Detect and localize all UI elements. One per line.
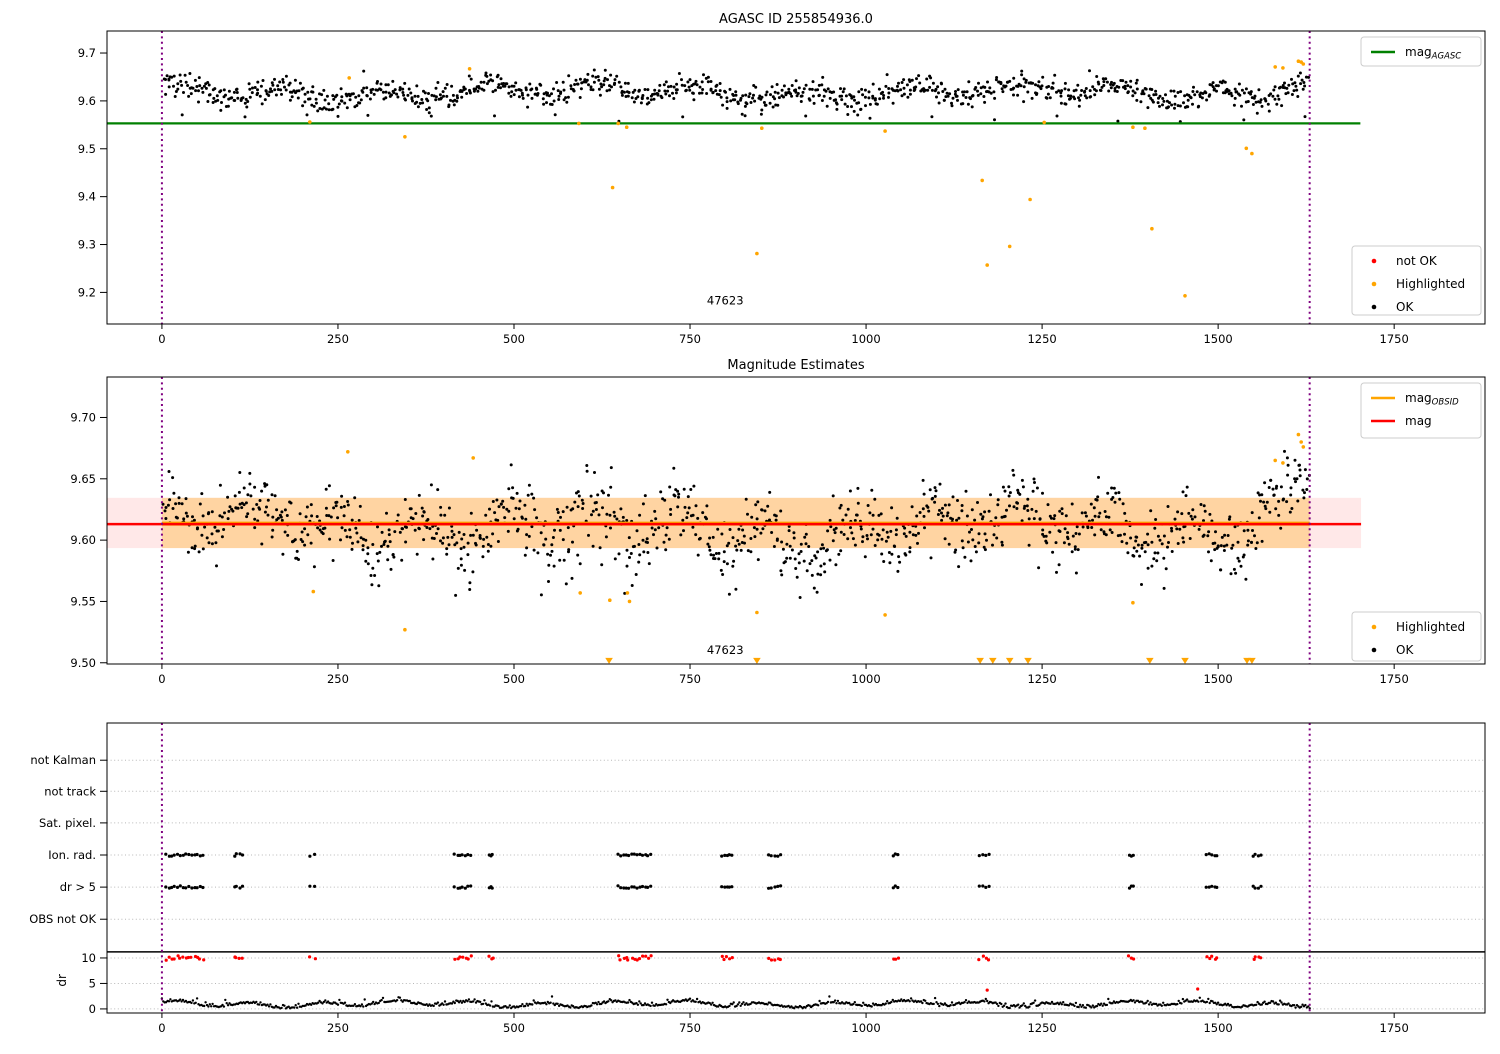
svg-text:9.3: 9.3	[78, 238, 96, 252]
svg-text:1500: 1500	[1203, 1021, 1232, 1035]
svg-text:1000: 1000	[851, 672, 880, 686]
svg-text:not Kalman: not Kalman	[30, 753, 96, 767]
svg-text:0: 0	[158, 1021, 165, 1035]
legend-magest-point-types: Highlighted OK	[1351, 611, 1482, 662]
flags-obsid-boundary-lines	[160, 723, 1311, 1013]
svg-text:250: 250	[327, 672, 349, 686]
legend-item-label: not OK	[1396, 254, 1438, 268]
obsid-annotation-agasc: 47623	[707, 293, 744, 307]
svg-text:9.60: 9.60	[70, 533, 96, 547]
svg-text:1500: 1500	[1203, 672, 1232, 686]
legend-sample-dot	[1371, 647, 1377, 653]
legend-item-label: Highlighted	[1396, 277, 1465, 291]
svg-text:750: 750	[679, 332, 701, 346]
svg-text:5: 5	[89, 976, 96, 990]
svg-text:500: 500	[503, 672, 525, 686]
svg-text:9.4: 9.4	[78, 190, 96, 204]
magest-obsid-boundary-lines	[160, 377, 1311, 664]
svg-text:500: 500	[503, 1021, 525, 1035]
svg-text:Ion. rad.: Ion. rad.	[48, 848, 96, 862]
magest-clipped-triangles	[605, 657, 1256, 664]
obsid-annotation-magest: 47623	[707, 643, 744, 657]
legend-item-label: Highlighted	[1396, 620, 1465, 634]
svg-text:dr > 5: dr > 5	[60, 880, 96, 894]
plot-title-magest: Magnitude Estimates	[727, 358, 864, 373]
legend-item-label: OK	[1396, 300, 1414, 314]
svg-text:1250: 1250	[1027, 672, 1056, 686]
svg-text:9.70: 9.70	[70, 410, 96, 424]
legend-sample-dot	[1371, 304, 1377, 310]
svg-text:500: 500	[503, 332, 525, 346]
dr-ticks: 10 5 0	[81, 951, 107, 1016]
flags-frame	[106, 722, 1486, 1014]
svg-text:not track: not track	[44, 784, 96, 798]
svg-text:9.7: 9.7	[78, 46, 96, 60]
svg-text:1750: 1750	[1380, 1021, 1409, 1035]
legend-sample-dot	[1371, 281, 1377, 287]
legend-sample-dot	[1371, 258, 1377, 264]
flags-gridlines	[107, 759, 1485, 1010]
svg-text:9.50: 9.50	[70, 656, 96, 670]
legend-item-label: OK	[1396, 643, 1414, 657]
svg-text:OBS not OK: OBS not OK	[29, 912, 96, 926]
svg-text:1750: 1750	[1380, 332, 1409, 346]
svg-text:1000: 1000	[851, 332, 880, 346]
magest-ok-points	[161, 449, 1311, 599]
svg-text:0: 0	[89, 1002, 96, 1016]
svg-text:9.2: 9.2	[78, 285, 96, 299]
dr-trace	[160, 995, 1311, 1010]
legend-sample-dot	[1371, 624, 1377, 630]
svg-text:750: 750	[679, 1021, 701, 1035]
svg-text:1750: 1750	[1380, 672, 1409, 686]
legend-mag-agasc: magAGASC	[1360, 36, 1482, 67]
svg-text:250: 250	[327, 332, 349, 346]
flags-x-ticks: 0 250 500 750 1000 1250 1500 1750	[158, 1013, 1409, 1035]
svg-text:10: 10	[81, 951, 96, 965]
svg-text:Sat. pixel.: Sat. pixel.	[39, 816, 96, 830]
magest-highlighted-points	[311, 432, 1306, 632]
agasc-highlighted-points	[308, 59, 1306, 298]
plot-title-agasc: AGASC ID 255854936.0	[719, 12, 873, 27]
flag-points	[164, 852, 1263, 890]
magest-y-ticks: 9.70 9.65 9.60 9.55 9.50	[70, 410, 107, 670]
svg-text:0: 0	[158, 332, 165, 346]
agasc-y-ticks: 9.7 9.6 9.5 9.4 9.3 9.2	[78, 46, 107, 299]
svg-text:0: 0	[158, 672, 165, 686]
svg-text:250: 250	[327, 1021, 349, 1035]
agasc-frame	[106, 30, 1486, 325]
legend-item-label: mag	[1405, 414, 1432, 428]
legend-agasc-point-types: not OK Highlighted OK	[1351, 245, 1482, 316]
svg-text:750: 750	[679, 672, 701, 686]
svg-text:9.65: 9.65	[70, 472, 96, 486]
svg-text:1500: 1500	[1203, 332, 1232, 346]
svg-text:1250: 1250	[1027, 1021, 1056, 1035]
agasc-x-ticks: 0 250 500 750 1000 1250 1500 1750	[158, 324, 1409, 346]
dr-clipped-red-points	[164, 954, 1263, 992]
svg-text:1000: 1000	[851, 1021, 880, 1035]
dr-axis-label: dr	[55, 974, 69, 987]
svg-text:9.5: 9.5	[78, 142, 96, 156]
magest-frame	[106, 376, 1486, 665]
flag-row-labels: not Kalman not track Sat. pixel. Ion. rad. d…	[29, 753, 107, 926]
svg-text:9.55: 9.55	[70, 594, 96, 608]
svg-text:1250: 1250	[1027, 332, 1056, 346]
agasc-obsid-boundary-lines	[160, 31, 1311, 324]
svg-text:9.6: 9.6	[78, 94, 96, 108]
magest-x-ticks: 0 250 500 750 1000 1250 1500 1750	[158, 664, 1409, 686]
agasc-ok-points	[162, 68, 1311, 124]
